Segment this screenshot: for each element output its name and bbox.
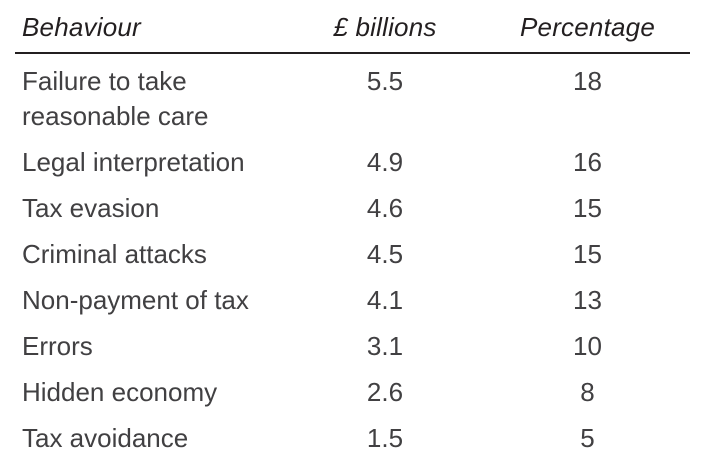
table-row: Failure to take reasonable care 5.5 18 — [15, 54, 690, 135]
table-row: Non-payment of tax 4.1 13 — [15, 273, 690, 319]
cell-billions: 3.1 — [366, 331, 404, 361]
cell-billions: 4.6 — [366, 193, 404, 223]
cell-billions: 4.9 — [366, 147, 404, 177]
cell-behaviour: Tax avoidance — [22, 423, 189, 453]
table-row: Errors 3.1 10 — [15, 319, 690, 365]
cell-percentage: 15 — [573, 239, 602, 269]
cell-percentage: 8 — [580, 377, 595, 407]
cell-behaviour: Criminal attacks — [22, 239, 207, 269]
table-row: Criminal attacks 4.5 15 — [15, 227, 690, 273]
cell-behaviour: Legal interpretation — [22, 147, 245, 177]
cell-percentage: 13 — [573, 285, 602, 315]
cell-behaviour: Tax evasion — [22, 193, 160, 223]
cell-behaviour: Failure to take reasonable care — [22, 66, 209, 131]
cell-behaviour: Non-payment of tax — [22, 285, 249, 315]
table-row: Tax avoidance 1.5 5 — [15, 411, 690, 457]
column-header-behaviour: Behaviour — [22, 12, 141, 42]
cell-percentage: 16 — [573, 147, 602, 177]
cell-behaviour: Errors — [22, 331, 93, 361]
cell-billions: 4.5 — [366, 239, 404, 269]
table-row: Legal interpretation 4.9 16 — [15, 135, 690, 181]
cell-billions: 1.5 — [366, 423, 404, 453]
cell-billions: 2.6 — [366, 377, 404, 407]
cell-percentage: 5 — [580, 423, 595, 453]
cell-billions: 5.5 — [366, 66, 404, 96]
cell-billions: 4.1 — [366, 285, 404, 315]
table-row: Hidden economy 2.6 8 — [15, 365, 690, 411]
table-header-row: Behaviour £ billions Percentage — [15, 6, 690, 54]
column-header-percentage: Percentage — [520, 12, 655, 42]
cell-percentage: 18 — [573, 66, 602, 96]
column-header-billions: £ billions — [333, 12, 437, 42]
table-row: Tax evasion 4.6 15 — [15, 181, 690, 227]
cell-percentage: 15 — [573, 193, 602, 223]
cell-behaviour: Hidden economy — [22, 377, 218, 407]
cell-percentage: 10 — [573, 331, 602, 361]
tax-gap-behaviour-table: Behaviour £ billions Percentage Failure … — [15, 6, 690, 457]
